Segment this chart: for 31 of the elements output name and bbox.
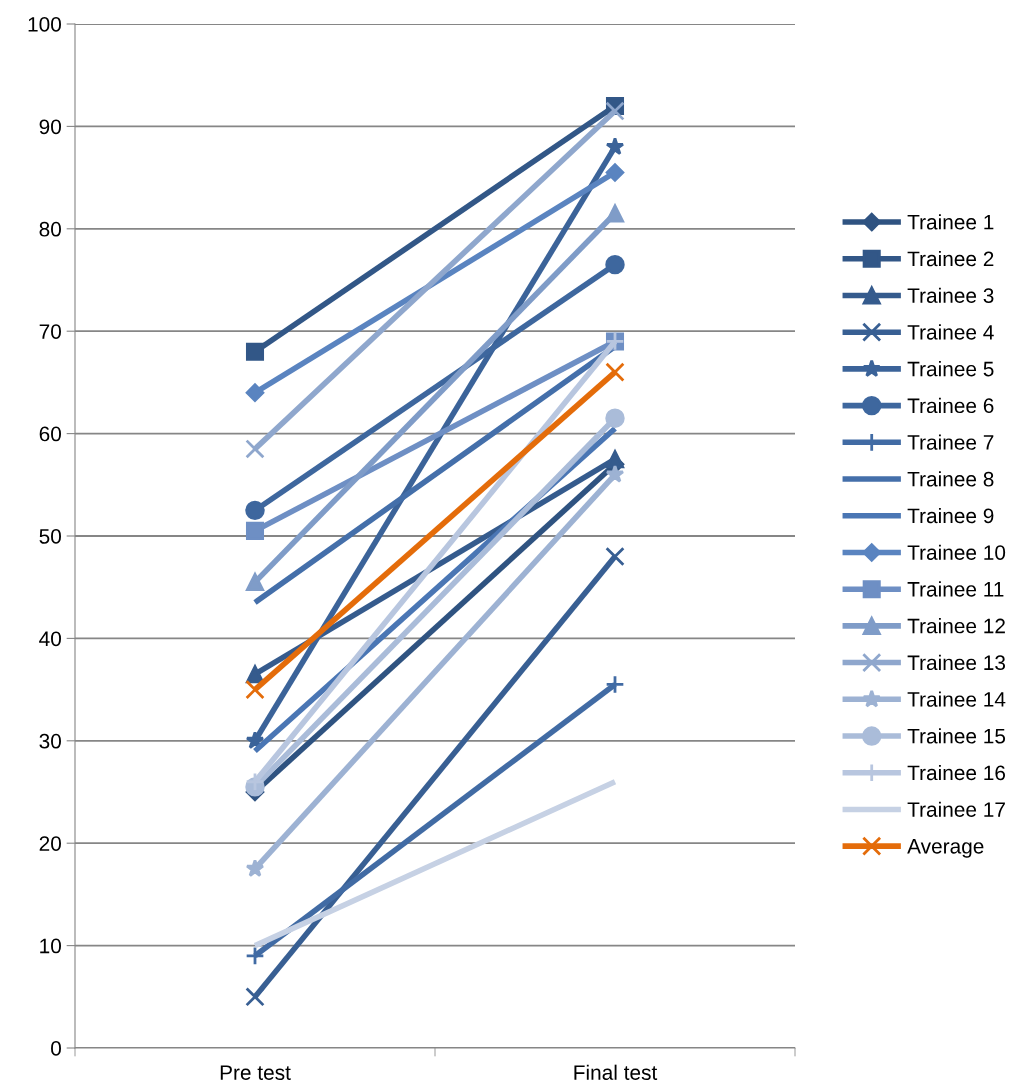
y-tick-label: 70 [39,324,61,339]
legend-label: Trainee 11 [907,581,1004,597]
legend-label: Trainee 17 [907,801,1005,817]
legend-label: Trainee 8 [907,471,994,487]
y-tick-label: 50 [39,529,61,544]
legend-label: Trainee 10 [907,544,1006,560]
y-tick-label: 80 [39,221,61,237]
legend-label: Trainee 15 [907,728,1006,744]
x-tick-label: Pre test [220,1065,291,1080]
y-tick-label: 10 [40,938,61,954]
legend-label: Trainee 2 [907,250,994,267]
legend-label: Trainee 13 [907,654,1006,671]
y-tick-label: 40 [39,631,61,647]
x-tick-label: Final test [574,1064,658,1080]
y-tick-label: 20 [39,836,61,851]
y-tick-label: 30 [39,733,61,749]
legend-label: Trainee 14 [907,691,1006,707]
legend-label: Trainee 4 [907,324,994,340]
legend-label: Trainee 12 [907,618,1005,634]
legend-label: Average [907,839,984,858]
y-tick-label: 90 [39,119,61,135]
legend-label: Trainee 3 [907,287,994,303]
y-tick-label: 0 [51,1041,61,1056]
legend-label: Trainee 5 [907,361,994,377]
legend-label: Trainee 1 [907,214,994,230]
y-tick-label: 60 [39,426,61,442]
legend-label: Trainee 6 [907,397,994,414]
legend-label: Trainee 9 [907,507,994,524]
y-tick-label: 100 [28,17,61,32]
legend-label: Trainee 7 [907,434,994,450]
legend-label: Trainee 16 [907,764,1006,781]
